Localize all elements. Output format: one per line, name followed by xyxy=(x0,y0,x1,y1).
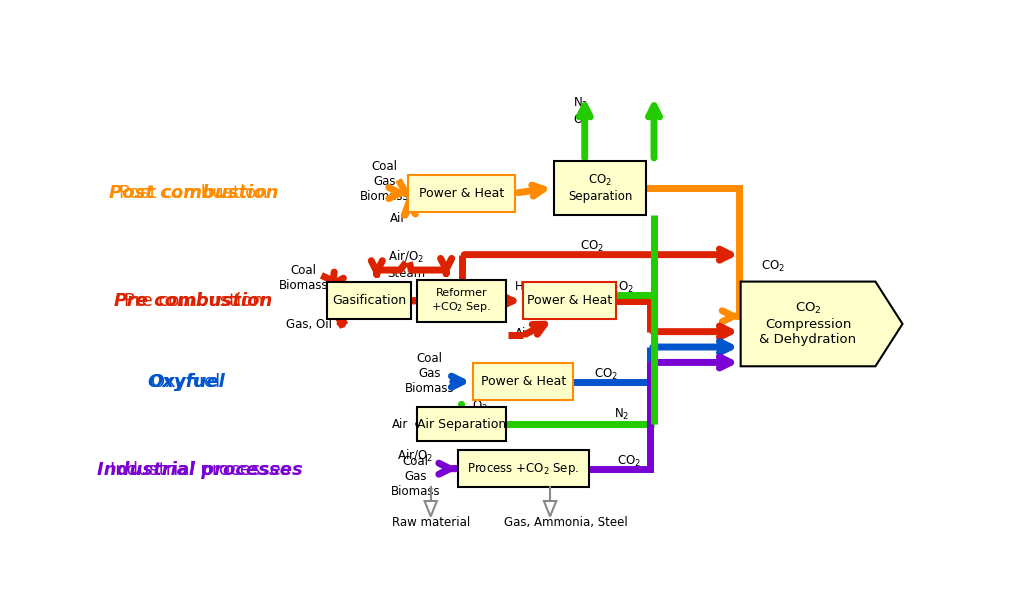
FancyBboxPatch shape xyxy=(326,282,411,319)
Text: CO$_2$
Separation: CO$_2$ Separation xyxy=(568,173,632,203)
Text: N$_2$O$_2$: N$_2$O$_2$ xyxy=(605,280,634,295)
Text: Coal
Gas
Biomass: Coal Gas Biomass xyxy=(391,455,440,498)
Text: Air: Air xyxy=(515,327,531,340)
Text: Industrial processes: Industrial processes xyxy=(97,461,303,480)
Polygon shape xyxy=(544,501,557,516)
Text: Oxyfuel: Oxyfuel xyxy=(151,373,221,391)
Text: Gasification: Gasification xyxy=(332,294,406,308)
Text: Raw material: Raw material xyxy=(392,516,470,529)
Text: CO$_2$: CO$_2$ xyxy=(761,258,786,274)
Polygon shape xyxy=(741,282,902,367)
Text: Oxyfuel: Oxyfuel xyxy=(147,373,225,391)
Text: Coal
Gas
Biomass: Coal Gas Biomass xyxy=(404,352,454,395)
FancyBboxPatch shape xyxy=(417,407,505,441)
Text: Coal
Gas
Biomass: Coal Gas Biomass xyxy=(360,160,409,203)
Text: Pre combustion: Pre combustion xyxy=(124,292,263,310)
Text: Industrial processes: Industrial processes xyxy=(109,461,290,480)
FancyBboxPatch shape xyxy=(457,450,588,487)
Text: Air Separation: Air Separation xyxy=(417,418,506,430)
FancyBboxPatch shape xyxy=(407,174,516,211)
FancyBboxPatch shape xyxy=(523,282,616,319)
Text: Power & Heat: Power & Heat xyxy=(418,187,504,200)
FancyBboxPatch shape xyxy=(417,280,505,322)
Text: Gas, Oil: Gas, Oil xyxy=(286,318,332,331)
Polygon shape xyxy=(425,501,437,516)
Text: Air/O$_2$: Air/O$_2$ xyxy=(397,448,434,464)
Text: O$_2$: O$_2$ xyxy=(473,398,488,414)
Text: Gas, Ammonia, Steel: Gas, Ammonia, Steel xyxy=(503,516,627,529)
Text: Air: Air xyxy=(392,418,408,430)
Text: Air: Air xyxy=(390,212,406,225)
FancyBboxPatch shape xyxy=(553,161,647,214)
Text: Reformer
+CO$_2$ Sep.: Reformer +CO$_2$ Sep. xyxy=(432,288,492,314)
Text: CO$_2$: CO$_2$ xyxy=(594,367,618,381)
Text: Air/O$_2$
Steam: Air/O$_2$ Steam xyxy=(387,249,426,280)
Text: N$_2$
O$_2$: N$_2$ O$_2$ xyxy=(573,96,589,128)
Text: CO$_2$
Compression
& Dehydration: CO$_2$ Compression & Dehydration xyxy=(759,301,856,346)
Text: CO$_2$: CO$_2$ xyxy=(618,454,641,468)
Text: Pre combustion: Pre combustion xyxy=(115,292,273,310)
Text: Power & Heat: Power & Heat xyxy=(481,375,566,388)
Text: Post combustion: Post combustion xyxy=(120,184,268,202)
Text: Process +CO$_2$ Sep.: Process +CO$_2$ Sep. xyxy=(468,460,579,476)
Text: Coal
Biomass: Coal Biomass xyxy=(279,264,328,292)
Text: Post combustion: Post combustion xyxy=(108,184,278,202)
Text: N$_2$: N$_2$ xyxy=(614,407,629,422)
Text: Power & Heat: Power & Heat xyxy=(527,294,612,308)
Text: CO$_2$: CO$_2$ xyxy=(580,239,605,254)
Text: H$_2$: H$_2$ xyxy=(514,280,529,295)
FancyBboxPatch shape xyxy=(473,363,573,400)
